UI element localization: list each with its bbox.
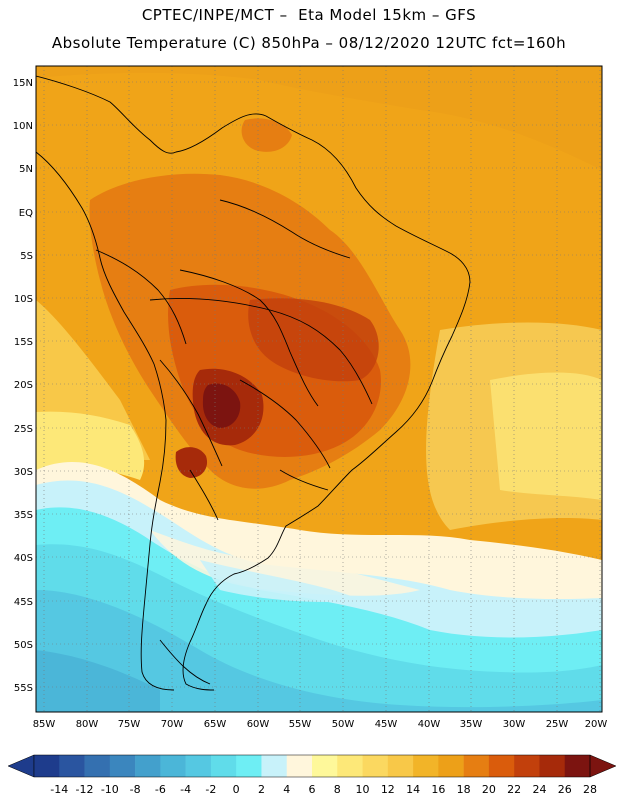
lat-tick-label: 35S — [14, 510, 33, 521]
lat-tick-label: 30S — [14, 467, 33, 478]
colorbar-tick-label: 16 — [431, 783, 445, 796]
colorbar-max-arrow — [589, 754, 617, 778]
lon-tick-label: 65W — [204, 719, 227, 730]
colorbar-tick-label: -10 — [101, 783, 119, 796]
lon-tick-label: 30W — [503, 719, 526, 730]
colorbar-swatch — [236, 755, 262, 777]
colorbar-swatch — [438, 755, 464, 777]
colorbar-tick-label: 18 — [457, 783, 471, 796]
lon-tick-label: 70W — [161, 719, 184, 730]
lat-tick-label: 5S — [20, 251, 33, 262]
colorbar-swatch — [210, 755, 237, 777]
colorbar-tick-label: 24 — [532, 783, 546, 796]
colorbar-swatch — [312, 755, 338, 777]
colorbar-swatch — [261, 755, 288, 777]
temperature-field — [36, 66, 602, 712]
lat-tick-label: 10N — [13, 121, 33, 132]
lat-tick-label: 25S — [14, 424, 33, 435]
colorbar-swatch — [564, 755, 591, 777]
colorbar-tick-label: -14 — [50, 783, 68, 796]
colorbar-tick-label: 6 — [309, 783, 316, 796]
colorbar-tick-label: 8 — [334, 783, 341, 796]
colorbar-swatch — [286, 755, 313, 777]
lon-tick-label: 35W — [460, 719, 483, 730]
colorbar-tick-label: 26 — [558, 783, 572, 796]
lat-tick-label: 15S — [14, 337, 33, 348]
colorbar-swatch — [488, 755, 515, 777]
colorbar-swatch — [413, 755, 439, 777]
colorbar-tick-label: 12 — [381, 783, 395, 796]
lat-tick-label: 10S — [14, 294, 33, 305]
lat-tick-label: 40S — [14, 553, 33, 564]
colorbar-swatch — [160, 755, 186, 777]
colorbar-swatch — [539, 755, 566, 777]
colorbar-tick-label: 28 — [583, 783, 597, 796]
colorbar-swatch — [135, 755, 161, 777]
colorbar-swatch — [185, 755, 212, 777]
coastline — [36, 75, 471, 691]
lat-tick-label: 50S — [14, 640, 33, 651]
colorbar-tick-label: 14 — [406, 783, 420, 796]
colorbar-tick-label: 10 — [356, 783, 370, 796]
lat-tick-label: 15N — [13, 78, 33, 89]
colorbar-swatch — [84, 755, 111, 777]
lon-tick-label: 60W — [247, 719, 270, 730]
lon-tick-label: 50W — [332, 719, 355, 730]
colorbar-outline — [33, 754, 591, 778]
colorbar-swatch — [514, 755, 540, 777]
chart-title-line-1: CPTEC/INPE/MCT – Eta Model 15km – GFS — [141, 6, 477, 24]
colorbar-swatch — [387, 755, 414, 777]
colorbar-min-arrow — [7, 754, 35, 778]
lat-tick-label: EQ — [19, 208, 33, 219]
colorbar-swatch — [109, 755, 136, 777]
chart-title-line-2: Absolute Temperature (C) 850hPa – 08/12/… — [51, 34, 567, 52]
colorbar-swatch — [362, 755, 389, 777]
lat-tick-label: 55S — [14, 683, 33, 694]
colorbar-tick-label: 2 — [258, 783, 265, 796]
lon-tick-label: 25W — [546, 719, 569, 730]
lon-tick-label: 40W — [418, 719, 441, 730]
colorbar-tick-label: 20 — [482, 783, 496, 796]
lon-tick-label: 85W — [33, 719, 56, 730]
colorbar-tick-label: -4 — [180, 783, 191, 796]
colorbar-tick-label: 0 — [233, 783, 240, 796]
colorbar-swatch — [463, 755, 490, 777]
colorbar-tick-label: -8 — [130, 783, 141, 796]
colorbar-tick-label: 22 — [507, 783, 521, 796]
lon-tick-label: 20W — [585, 719, 608, 730]
colorbar-swatch — [34, 755, 60, 777]
colorbar: -14 -12 -10 -8 -6 -4 -2 0 2 4 6 8 10 12 14 16 18 20 22 24 26… — [7, 754, 617, 796]
colorbar-swatch — [59, 755, 85, 777]
colorbar-tick-label: -12 — [76, 783, 94, 796]
lon-tick-label: 75W — [118, 719, 141, 730]
colorbar-swatch — [337, 755, 363, 777]
lat-tick-label: 20S — [14, 380, 33, 391]
lat-tick-label: 45S — [14, 597, 33, 608]
lon-tick-label: 55W — [289, 719, 312, 730]
map-frame — [35, 65, 603, 713]
lat-tick-label: 5N — [19, 164, 33, 175]
colorbar-tick-label: -2 — [205, 783, 216, 796]
lon-tick-label: 80W — [76, 719, 99, 730]
colorbar-tick-label: 4 — [283, 783, 290, 796]
lon-tick-label: 45W — [375, 719, 398, 730]
colorbar-tick-label: -6 — [155, 783, 166, 796]
